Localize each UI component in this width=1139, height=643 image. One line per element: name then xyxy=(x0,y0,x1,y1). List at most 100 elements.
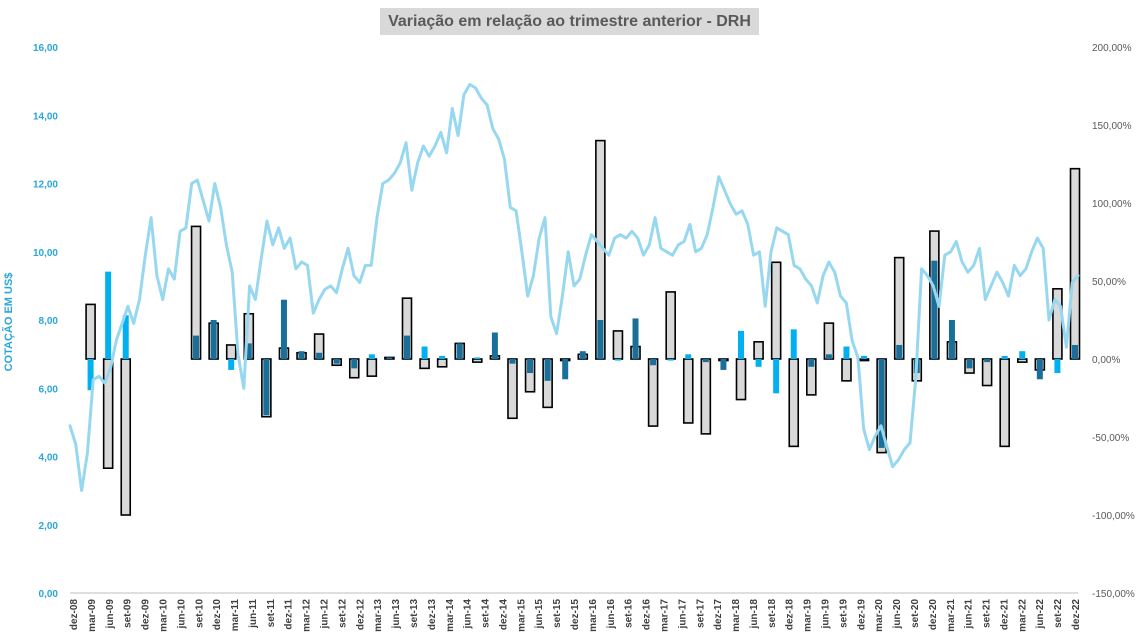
x-tick-label: set-16 xyxy=(624,599,635,628)
x-tick-label: jun-21 xyxy=(964,599,975,630)
bar-fill xyxy=(702,359,709,363)
bar-fill xyxy=(421,346,428,359)
bar-fill xyxy=(474,357,481,359)
y-left-tick-label: 2,00 xyxy=(39,521,59,532)
x-tick-label: jun-09 xyxy=(105,599,116,630)
bar-fill xyxy=(368,354,375,359)
chart-title-box: Variação em relação ao trimestre anterio… xyxy=(380,8,759,35)
y-left-tick-label: 12,00 xyxy=(33,180,58,191)
x-tick-label: set-09 xyxy=(123,599,134,628)
x-tick-label: set-14 xyxy=(481,599,492,628)
bar-fill xyxy=(1001,355,1008,359)
x-tick-label: mar-12 xyxy=(302,599,313,632)
bar-fill xyxy=(491,332,498,359)
x-tick-label: mar-15 xyxy=(516,599,527,632)
y-right-tick-label: -50,00% xyxy=(1092,433,1129,444)
x-tick-label: dez-08 xyxy=(69,599,80,631)
y-left-tick-label: 0,00 xyxy=(39,589,59,600)
price-line xyxy=(68,83,1080,493)
x-tick-label: jun-17 xyxy=(677,599,688,630)
x-tick-label: set-12 xyxy=(337,599,348,628)
x-tick-label: dez-15 xyxy=(570,599,581,631)
chart-title: Variação em relação ao trimestre anterio… xyxy=(388,12,751,30)
bar-fill xyxy=(650,359,657,366)
bar-fill xyxy=(316,352,323,359)
bar-outline xyxy=(999,358,1010,448)
y-right-tick-label: -150,00% xyxy=(1092,589,1135,600)
bar-outline xyxy=(665,291,676,360)
bar-outline xyxy=(612,330,624,360)
y-right-tick-label: 200,00% xyxy=(1092,43,1132,54)
bar-outline xyxy=(700,358,712,435)
x-tick-label: mar-22 xyxy=(1017,599,1028,632)
bar-fill xyxy=(579,351,586,359)
bar-fill xyxy=(685,354,692,359)
x-tick-label: set-22 xyxy=(1053,599,1064,628)
x-tick-label: mar-18 xyxy=(731,599,742,632)
x-tick-label: mar-14 xyxy=(445,599,456,632)
bar-fill xyxy=(614,359,621,361)
bar-outline xyxy=(472,358,483,363)
y-right-tick-label: 0,00% xyxy=(1092,355,1120,366)
x-tick-label: jun-14 xyxy=(463,599,474,630)
bar-outline xyxy=(507,358,518,420)
x-tick-label: dez-10 xyxy=(212,599,223,631)
bar-fill xyxy=(1036,359,1043,380)
bar-outline xyxy=(120,358,132,516)
bar-fill xyxy=(105,271,112,359)
bar-outline xyxy=(770,261,782,360)
x-tick-label: set-13 xyxy=(409,599,420,628)
bar-fill xyxy=(562,359,569,380)
bar-fill xyxy=(966,359,973,369)
bar-fill xyxy=(544,359,551,381)
y-left-tick-label: 10,00 xyxy=(33,248,58,259)
x-tick-label: dez-19 xyxy=(856,599,867,631)
bar-outline xyxy=(682,358,694,424)
bar-fill xyxy=(948,320,955,359)
x-tick-label: dez-22 xyxy=(1071,599,1082,631)
bar-fill xyxy=(808,359,815,367)
x-tick-label: set-10 xyxy=(194,599,205,628)
bar-outline xyxy=(858,358,870,362)
y-right-tick-label: 150,00% xyxy=(1092,121,1132,132)
x-tick-label: mar-20 xyxy=(874,599,885,632)
bar-fill xyxy=(280,299,287,359)
x-tick-label: jun-10 xyxy=(176,599,187,630)
x-tick-label: jun-19 xyxy=(821,599,832,630)
bar-fill xyxy=(527,359,534,374)
x-tick-label: dez-13 xyxy=(427,599,438,631)
x-tick-label: mar-19 xyxy=(803,599,814,632)
x-tick-label: set-21 xyxy=(982,599,993,628)
bar-fill xyxy=(738,330,744,359)
bar-outline xyxy=(436,358,448,368)
bar-fill xyxy=(1019,351,1026,359)
bar-fill xyxy=(333,359,340,364)
bar-fill xyxy=(210,320,217,359)
bar-fill xyxy=(509,359,516,364)
bar-fill xyxy=(667,359,674,361)
bar-fill xyxy=(931,260,938,359)
bar-fill xyxy=(843,346,850,359)
bar-fill xyxy=(984,359,991,363)
bar-fill xyxy=(351,359,358,369)
bar-outline xyxy=(1069,167,1081,360)
x-tick-label: dez-17 xyxy=(713,599,724,631)
x-tick-label: mar-21 xyxy=(946,599,957,632)
bar-fill xyxy=(773,359,780,394)
bar-fill xyxy=(1054,359,1061,374)
bar-outline xyxy=(841,358,852,382)
x-tick-label: dez-09 xyxy=(141,599,152,631)
x-tick-label: jun-12 xyxy=(320,599,331,630)
x-tick-label: mar-10 xyxy=(158,599,169,632)
x-tick-label: jun-20 xyxy=(892,599,903,630)
x-tick-label: mar-16 xyxy=(588,599,599,632)
bar-outline xyxy=(823,322,835,360)
bar-fill xyxy=(755,359,762,367)
bar-fill xyxy=(87,359,94,391)
x-tick-label: dez-12 xyxy=(355,599,366,631)
bar-outline xyxy=(788,358,800,448)
bar-fill xyxy=(878,359,885,448)
bar-outline xyxy=(753,341,764,360)
bar-outline xyxy=(981,358,993,387)
x-tick-label: jun-16 xyxy=(606,599,617,630)
